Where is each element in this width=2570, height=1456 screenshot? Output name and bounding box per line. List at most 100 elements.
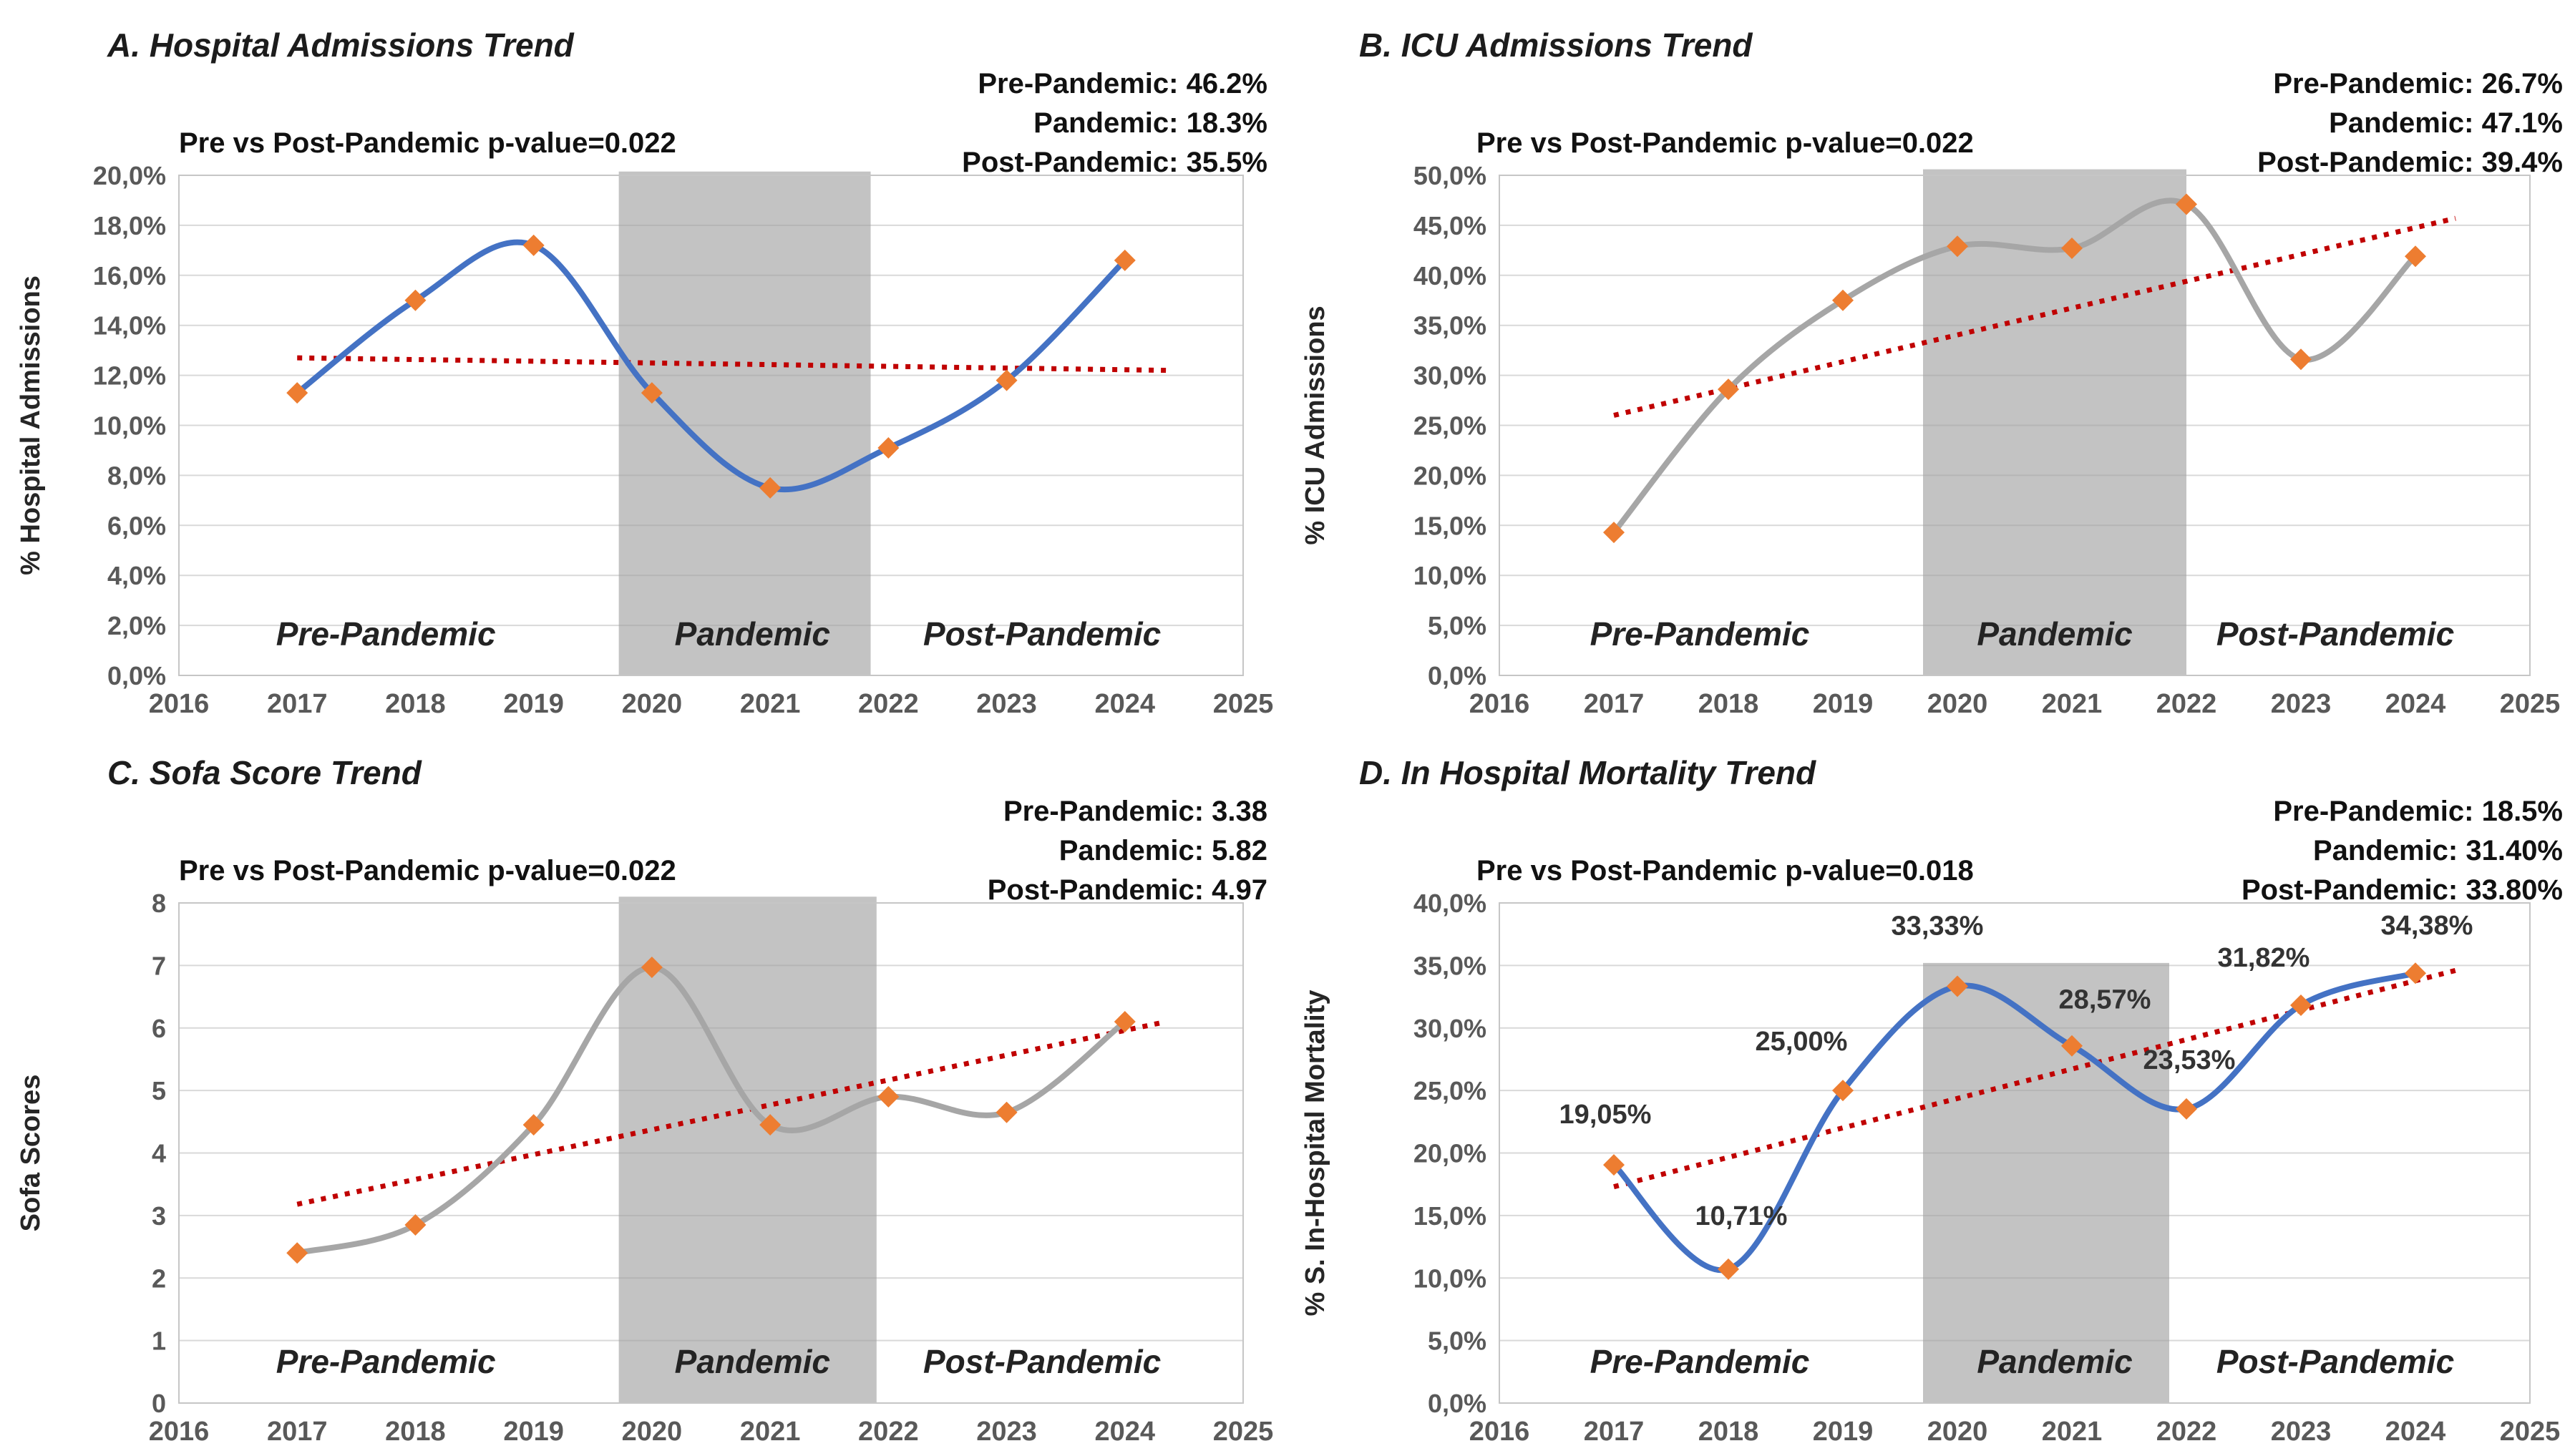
- svg-text:4: 4: [152, 1139, 166, 1168]
- svg-text:2020: 2020: [622, 689, 683, 719]
- svg-text:25,0%: 25,0%: [1413, 1076, 1486, 1105]
- p-value-text: Pre vs Post-Pandemic p-value=0.022: [179, 855, 676, 886]
- period-mean-annotations: Pre-Pandemic: 46.2% Pandemic: 18.3% Post…: [962, 64, 1267, 182]
- svg-text:% ICU Admissions: % ICU Admissions: [1300, 306, 1330, 544]
- panel-title: B. ICU Admissions Trend: [1359, 26, 1753, 64]
- annotation-line: Post-Pandemic: 33.80%: [2241, 874, 2563, 906]
- svg-text:8,0%: 8,0%: [107, 461, 166, 490]
- svg-text:Pandemic: Pandemic: [675, 1343, 830, 1380]
- svg-text:20,0%: 20,0%: [1413, 1139, 1486, 1168]
- svg-text:2021: 2021: [740, 1417, 801, 1447]
- svg-text:18,0%: 18,0%: [93, 211, 166, 240]
- icu-admissions-chart: 0,0% 5,0% 10,0% 15,0% 20,0% 25,0% 30,0% 35,0% 40…: [1300, 161, 2561, 719]
- svg-text:2025: 2025: [2500, 689, 2561, 719]
- svg-text:Post-Pandemic: Post-Pandemic: [923, 1343, 1161, 1380]
- svg-text:15,0%: 15,0%: [1413, 1201, 1486, 1231]
- svg-text:2024: 2024: [1095, 689, 1156, 719]
- svg-text:20,0%: 20,0%: [1413, 461, 1486, 490]
- period-mean-annotations: Pre-Pandemic: 26.7% Pandemic: 47.1% Post…: [2257, 64, 2563, 182]
- svg-text:2024: 2024: [2385, 689, 2446, 719]
- svg-text:45,0%: 45,0%: [1413, 211, 1486, 240]
- svg-text:2,0%: 2,0%: [107, 611, 166, 640]
- svg-text:23,53%: 23,53%: [2143, 1045, 2236, 1075]
- svg-text:16,0%: 16,0%: [93, 261, 166, 290]
- svg-text:5: 5: [152, 1076, 166, 1105]
- svg-text:35,0%: 35,0%: [1413, 311, 1486, 341]
- p-value-text: Pre vs Post-Pandemic p-value=0.022: [179, 127, 676, 159]
- svg-text:2022: 2022: [858, 1417, 919, 1447]
- svg-text:Pandemic: Pandemic: [675, 615, 830, 653]
- svg-text:5,0%: 5,0%: [1428, 611, 1486, 640]
- svg-text:2018: 2018: [1698, 1417, 1759, 1447]
- svg-text:40,0%: 40,0%: [1413, 889, 1486, 918]
- svg-text:2019: 2019: [1813, 1417, 1874, 1447]
- svg-text:2022: 2022: [2156, 1417, 2217, 1447]
- svg-text:12,0%: 12,0%: [93, 361, 166, 391]
- svg-text:0,0%: 0,0%: [1428, 1389, 1486, 1418]
- svg-text:7: 7: [152, 951, 166, 980]
- svg-text:2025: 2025: [1213, 1417, 1274, 1447]
- svg-text:4,0%: 4,0%: [107, 561, 166, 590]
- panel-icu-admissions: B. ICU Admissions Trend Pre-Pandemic: 26…: [1285, 0, 2570, 728]
- annotation-line: Pre-Pandemic: 26.7%: [2273, 68, 2563, 99]
- svg-text:25,0%: 25,0%: [1413, 411, 1486, 441]
- svg-text:Pre-Pandemic: Pre-Pandemic: [1590, 1343, 1810, 1380]
- svg-text:10,71%: 10,71%: [1695, 1201, 1788, 1231]
- svg-text:28,57%: 28,57%: [2059, 985, 2151, 1015]
- p-value-text: Pre vs Post-Pandemic p-value=0.018: [1476, 855, 1974, 886]
- svg-text:Pre-Pandemic: Pre-Pandemic: [276, 1343, 496, 1380]
- svg-text:31,82%: 31,82%: [2218, 943, 2310, 973]
- in-hospital-mortality-chart: 0,0% 5,0% 10,0% 15,0% 20,0% 25,0% 30,0% 35,0% 40…: [1300, 889, 2561, 1447]
- svg-text:8: 8: [152, 889, 166, 918]
- svg-text:10,0%: 10,0%: [93, 411, 166, 441]
- annotation-line: Pre-Pandemic: 3.38: [1003, 796, 1267, 827]
- svg-text:2022: 2022: [2156, 689, 2217, 719]
- svg-text:6: 6: [152, 1014, 166, 1043]
- svg-text:2021: 2021: [2042, 1417, 2103, 1447]
- svg-text:2017: 2017: [1584, 1417, 1645, 1447]
- annotation-line: Pandemic: 18.3%: [1033, 107, 1267, 139]
- svg-text:2: 2: [152, 1264, 166, 1293]
- svg-text:Pre-Pandemic: Pre-Pandemic: [276, 615, 496, 653]
- svg-text:2020: 2020: [1927, 1417, 1988, 1447]
- svg-text:2017: 2017: [267, 689, 328, 719]
- svg-text:2022: 2022: [858, 689, 919, 719]
- svg-text:2020: 2020: [1927, 689, 1988, 719]
- svg-text:0,0%: 0,0%: [107, 661, 166, 690]
- svg-text:10,0%: 10,0%: [1413, 1264, 1486, 1293]
- panel-title: C. Sofa Score Trend: [107, 754, 422, 791]
- annotation-line: Pandemic: 31.40%: [2312, 835, 2563, 866]
- svg-text:50,0%: 50,0%: [1413, 161, 1486, 190]
- annotation-line: Pre-Pandemic: 46.2%: [978, 68, 1267, 99]
- svg-text:3: 3: [152, 1201, 166, 1231]
- annotation-line: Pandemic: 47.1%: [2329, 107, 2563, 139]
- svg-text:2024: 2024: [2385, 1417, 2446, 1447]
- svg-text:Post-Pandemic: Post-Pandemic: [2216, 615, 2454, 653]
- panel-hospital-admissions: A. Hospital Admissions Trend Pre-Pandemi…: [0, 0, 1285, 728]
- sofa-score-chart: 0 1 2 3 4 5 6 7 8 2016 2017 2018 2019 2020 2021 2022 202…: [16, 889, 1274, 1447]
- svg-text:2025: 2025: [1213, 689, 1274, 719]
- svg-text:10,0%: 10,0%: [1413, 561, 1486, 590]
- svg-text:2019: 2019: [503, 689, 564, 719]
- svg-text:2019: 2019: [1813, 689, 1874, 719]
- svg-text:2025: 2025: [2500, 1417, 2561, 1447]
- annotation-line: Post-Pandemic: 35.5%: [962, 147, 1267, 178]
- hospital-admissions-chart: 0,0% 2,0% 4,0% 6,0% 8,0% 10,0% 12,0% 14,0% 16,0%…: [16, 161, 1274, 719]
- svg-text:2016: 2016: [149, 1417, 210, 1447]
- svg-text:2021: 2021: [2042, 689, 2103, 719]
- svg-text:% S. In-Hospital Mortality: % S. In-Hospital Mortality: [1300, 990, 1330, 1316]
- svg-text:2023: 2023: [2271, 1417, 2332, 1447]
- svg-text:2021: 2021: [740, 689, 801, 719]
- svg-text:2024: 2024: [1095, 1417, 1156, 1447]
- svg-text:Post-Pandemic: Post-Pandemic: [2216, 1343, 2454, 1380]
- svg-text:2017: 2017: [267, 1417, 328, 1447]
- svg-text:30,0%: 30,0%: [1413, 361, 1486, 391]
- p-value-text: Pre vs Post-Pandemic p-value=0.022: [1476, 127, 1974, 159]
- svg-text:30,0%: 30,0%: [1413, 1014, 1486, 1043]
- annotation-line: Pandemic: 5.82: [1058, 835, 1267, 866]
- svg-text:34,38%: 34,38%: [2381, 911, 2473, 941]
- svg-text:2016: 2016: [1469, 1417, 1530, 1447]
- panel-title: D. In Hospital Mortality Trend: [1359, 754, 1816, 791]
- svg-text:Sofa Scores: Sofa Scores: [16, 1075, 46, 1232]
- svg-text:2020: 2020: [622, 1417, 683, 1447]
